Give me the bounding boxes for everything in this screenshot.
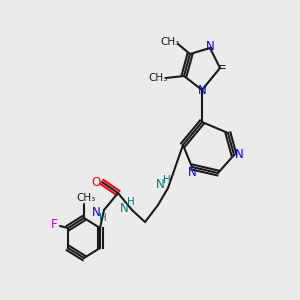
Text: F: F — [51, 218, 57, 230]
Text: =: = — [217, 61, 227, 74]
Text: N: N — [188, 166, 196, 178]
Text: H: H — [163, 175, 171, 185]
Text: H: H — [127, 197, 135, 207]
Text: N: N — [198, 83, 206, 97]
Text: N: N — [206, 40, 214, 53]
Text: CH₃: CH₃ — [76, 193, 96, 203]
Text: N: N — [235, 148, 243, 161]
Text: CH₃: CH₃ — [160, 37, 180, 47]
Text: H: H — [99, 213, 107, 223]
Text: N: N — [92, 206, 100, 218]
Text: N: N — [120, 202, 128, 214]
Text: CH₃: CH₃ — [148, 73, 168, 83]
Text: O: O — [92, 176, 100, 188]
Text: N: N — [156, 178, 164, 190]
